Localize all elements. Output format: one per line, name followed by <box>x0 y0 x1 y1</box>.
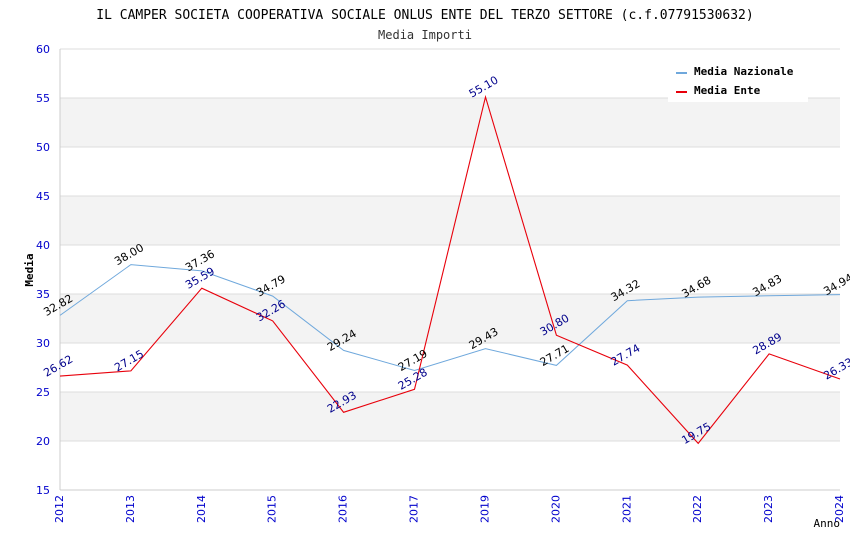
grid-band <box>60 147 840 196</box>
x-tick-label: 2022 <box>691 495 704 523</box>
y-tick-label: 35 <box>36 288 50 301</box>
grid-band <box>60 441 840 490</box>
grid-band <box>60 392 840 441</box>
x-tick-label: 2023 <box>762 495 775 523</box>
y-tick-label: 60 <box>36 43 50 56</box>
legend: Media Nazionale Media Ente <box>668 60 808 102</box>
x-tick-label: 2013 <box>124 495 137 523</box>
legend-label-media-ente: Media Ente <box>694 84 761 97</box>
x-tick-label: 2012 <box>53 495 66 523</box>
series-line-media-ente <box>59 94 841 445</box>
x-axis-label: Anno <box>814 517 841 530</box>
grid-band <box>60 245 840 294</box>
chart-subtitle: Media Importi <box>378 28 472 42</box>
x-tick-label: 2019 <box>478 495 491 523</box>
x-tick-labels: 2012 2013 2014 2015 2016 2017 2019 2020 2021 2022… <box>53 495 846 523</box>
y-axis-label: Media <box>23 253 36 286</box>
legend-box <box>668 60 808 102</box>
grid-band <box>60 196 840 245</box>
x-tick-label: 2014 <box>195 495 208 523</box>
grid-band <box>60 343 840 392</box>
y-tick-label: 15 <box>36 484 50 497</box>
y-tick-label: 25 <box>36 386 50 399</box>
y-tick-label: 50 <box>36 141 50 154</box>
y-tick-label: 45 <box>36 190 50 203</box>
y-tick-labels: 15 20 25 30 35 40 45 50 55 60 <box>36 43 50 497</box>
x-tick-label: 2020 <box>549 495 562 523</box>
legend-label-media-nazionale: Media Nazionale <box>694 65 794 78</box>
grid-band <box>60 294 840 343</box>
y-tick-label: 40 <box>36 239 50 252</box>
series-lines <box>59 94 841 445</box>
plot-background <box>60 49 840 490</box>
y-tick-label: 30 <box>36 337 50 350</box>
x-tick-label: 2024 <box>833 495 846 523</box>
y-tick-label: 55 <box>36 92 50 105</box>
chart-title: IL CAMPER SOCIETA COOPERATIVA SOCIALE ON… <box>96 8 753 23</box>
x-tick-label: 2015 <box>266 495 279 523</box>
series-line-media-nazionale <box>59 264 841 372</box>
x-tick-label: 2021 <box>620 495 633 523</box>
grid-band <box>60 98 840 147</box>
x-tick-label: 2017 <box>408 495 421 523</box>
y-tick-label: 20 <box>36 435 50 448</box>
x-tick-label: 2016 <box>337 495 350 523</box>
